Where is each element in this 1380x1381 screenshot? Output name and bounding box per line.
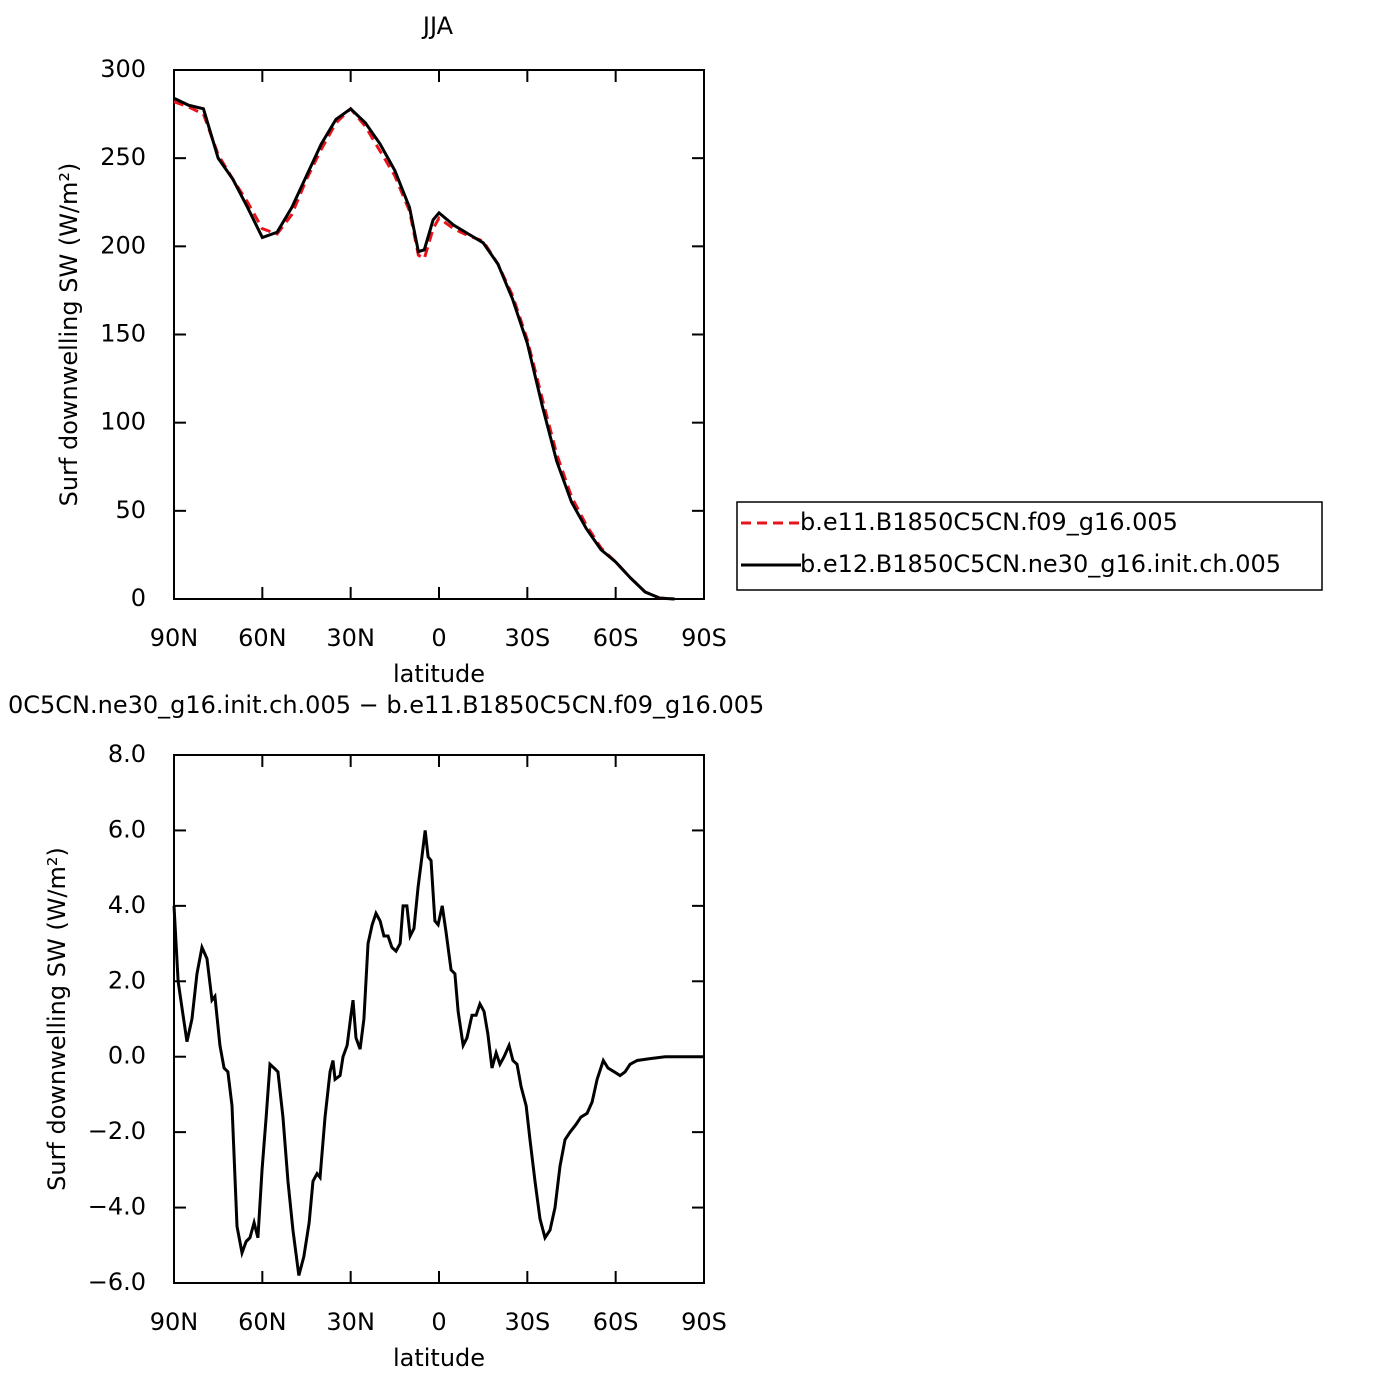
data-line [173,96,675,601]
x-tick-label: 60N [238,1308,287,1336]
x-tick-label: 90S [681,624,727,652]
y-tick-label: 250 [100,143,146,171]
legend-label: b.e11.B1850C5CN.f09_g16.005 [800,508,1178,536]
x-tick-label: 60N [238,624,287,652]
y-tick-label: 300 [100,55,146,83]
x-tick-label: 90S [681,1308,727,1336]
x-axis-label: latitude [393,660,485,688]
y-tick-label: 50 [115,496,146,524]
y-tick-label: 100 [100,408,146,436]
legend-label: b.e12.B1850C5CN.ne30_g16.init.ch.005 [800,550,1281,578]
y-axis-label: Surf downwelling SW (W/m²) [55,163,83,507]
plot-frame [173,69,705,600]
y-tick-label: 200 [100,231,146,259]
x-tick-label: 30S [504,624,550,652]
legend-box [736,501,1323,591]
x-tick-label: 60S [593,624,639,652]
y-axis-label: Surf downwelling SW (W/m²) [43,847,71,1191]
y-tick-label: 2.0 [108,966,146,994]
x-tick-label: 90N [150,624,199,652]
y-tick-label: 150 [100,320,146,348]
y-tick-label: 6.0 [108,815,146,843]
x-tick-label: 60S [593,1308,639,1336]
y-tick-label: −4.0 [88,1193,146,1221]
x-tick-label: 0 [431,1308,446,1336]
y-tick-label: 4.0 [108,891,146,919]
y-tick-label: 0.0 [108,1042,146,1070]
x-tick-label: 0 [431,624,446,652]
y-tick-label: 0 [131,584,146,612]
x-tick-label: 30S [504,1308,550,1336]
y-tick-label: −2.0 [88,1117,146,1145]
data-line [173,100,675,601]
chart-title: 0C5CN.ne30_g16.init.ch.005 − b.e11.B1850… [8,691,764,719]
y-tick-label: −6.0 [88,1268,146,1296]
y-tick-label: 8.0 [108,740,146,768]
x-tick-label: 90N [150,1308,199,1336]
plot-frame [173,754,705,1284]
x-tick-label: 30N [326,624,375,652]
chart-title: JJA [421,12,454,40]
data-line [172,830,704,1276]
x-axis-label: latitude [393,1344,485,1372]
x-tick-label: 30N [326,1308,375,1336]
